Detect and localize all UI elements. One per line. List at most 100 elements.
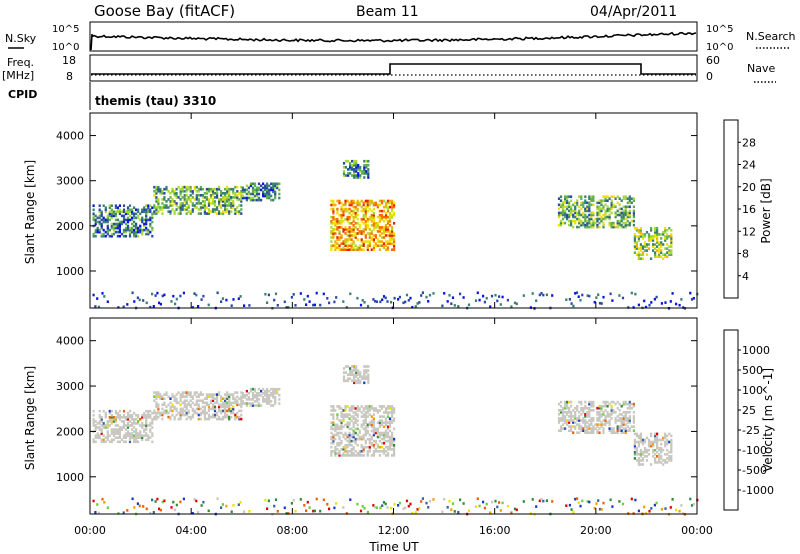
velocity-cell: [145, 432, 148, 435]
power-cell: [368, 242, 371, 245]
power-cell: [670, 235, 673, 238]
power-cell: [380, 228, 384, 231]
power-cell: [393, 213, 396, 217]
velocity-cell: [386, 452, 390, 455]
velocity-cell: [348, 431, 351, 435]
power-cell: [266, 186, 269, 190]
power-cell: [559, 203, 563, 207]
power-cell: [421, 291, 424, 294]
power-cell: [173, 200, 176, 203]
velocity-cell: [228, 407, 231, 411]
power-cell: [604, 197, 607, 200]
velocity-cell: [131, 418, 134, 421]
power-cell: [604, 215, 607, 219]
velocity-cell: [656, 434, 659, 438]
power-cell: [388, 201, 392, 205]
velocity-cell: [143, 424, 146, 427]
power-cell: [139, 218, 142, 222]
power-cell: [143, 228, 146, 232]
power-cell: [598, 209, 601, 213]
x-tick-label: 12:00: [378, 524, 410, 537]
velocity-cell: [660, 508, 663, 511]
power-cell: [240, 198, 243, 201]
velocity-cell: [272, 389, 275, 393]
power-cell: [364, 222, 367, 225]
power-cell: [637, 235, 640, 238]
power-cell: [592, 221, 595, 225]
power-cell: [348, 244, 351, 247]
power-cell: [360, 205, 363, 209]
velocity-cell: [391, 421, 394, 424]
velocity-cell: [220, 409, 223, 413]
power-cell: [590, 211, 593, 215]
power-cell: [626, 223, 629, 227]
power-cell: [624, 205, 627, 209]
power-cell: [264, 184, 267, 188]
power-cell: [262, 190, 265, 194]
velocity-cell: [393, 409, 396, 412]
power-cell: [240, 190, 243, 193]
velocity-cell: [128, 438, 132, 442]
velocity-heatmap-cells: [92, 365, 699, 516]
velocity-cell: [330, 435, 333, 439]
power-cell: [367, 172, 370, 175]
power-cell: [610, 205, 613, 209]
power-cell: [647, 235, 651, 238]
power-cell: [133, 216, 136, 220]
velocity-cell: [637, 440, 640, 444]
power-cell: [199, 202, 202, 205]
velocity-cell: [378, 423, 381, 427]
power-cell: [572, 225, 575, 229]
power-cell: [145, 208, 148, 212]
power-cell: [350, 228, 353, 231]
velocity-cell: [224, 407, 227, 411]
velocity-cell: [610, 429, 613, 432]
power-cell: [590, 221, 593, 225]
velocity-cell: [564, 415, 567, 418]
power-cell: [370, 238, 373, 241]
velocity-cell: [566, 413, 569, 416]
power-cell: [630, 201, 633, 205]
velocity-cell: [348, 417, 351, 420]
power-cell: [367, 164, 370, 167]
velocity-cell: [650, 432, 653, 436]
velocity-cell: [342, 445, 345, 449]
power-cell: [476, 291, 479, 295]
velocity-cell: [364, 421, 367, 424]
velocity-cell: [100, 428, 103, 431]
velocity-cell: [670, 434, 673, 438]
power-cell: [224, 196, 227, 199]
velocity-cell: [152, 511, 155, 514]
power-cell: [608, 217, 611, 221]
velocity-cell: [177, 391, 180, 394]
velocity-cell: [131, 497, 134, 501]
power-cell: [268, 188, 271, 192]
velocity-cell: [360, 437, 363, 441]
velocity-cell: [608, 402, 611, 406]
velocity-cell: [616, 400, 619, 404]
power-cell: [393, 201, 396, 205]
velocity-cell: [336, 443, 339, 447]
velocity-cell: [367, 377, 370, 380]
power-cell: [216, 291, 219, 295]
power-cell: [574, 221, 577, 225]
power-cell: [133, 214, 136, 218]
power-cell: [574, 207, 577, 211]
power-cell: [222, 196, 225, 199]
velocity-cell: [226, 391, 229, 394]
velocity-cell: [386, 454, 390, 457]
power-cell: [576, 211, 579, 215]
velocity-cell: [228, 405, 231, 409]
velocity-cell: [632, 417, 635, 420]
power-cell: [330, 215, 333, 219]
power-cell: [576, 217, 579, 221]
velocity-cell: [104, 440, 107, 444]
velocity-cell: [195, 407, 198, 411]
velocity-cell: [209, 393, 213, 396]
power-cell: [582, 201, 585, 205]
velocity-cell: [163, 499, 166, 503]
power-cell: [133, 228, 136, 232]
velocity-cell: [352, 448, 355, 451]
power-cell: [670, 251, 673, 254]
velocity-cell: [624, 423, 627, 426]
